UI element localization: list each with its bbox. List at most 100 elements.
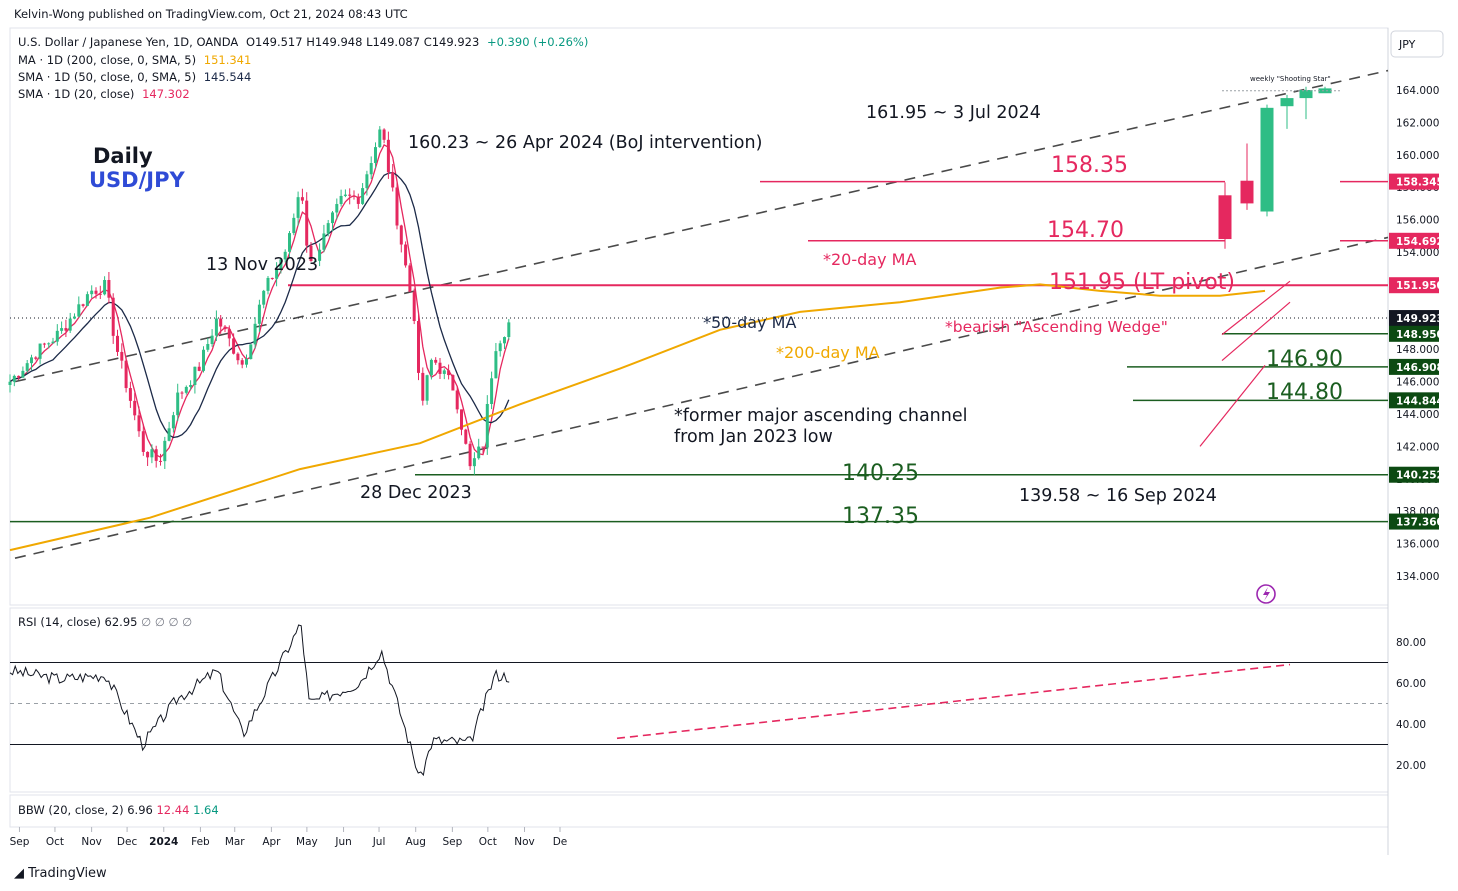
ma50-line: [9, 171, 510, 439]
candle-body: [245, 359, 248, 365]
currency-button[interactable]: [1390, 30, 1444, 58]
candle-body: [305, 200, 309, 246]
wedge-upper-line: [1221, 280, 1291, 336]
rsi-legend-extra: ∅ ∅ ∅ ∅: [141, 615, 193, 629]
candle-body: [468, 443, 472, 467]
time-tick-label: Jul: [372, 836, 386, 848]
price-tick-label: 146.000: [1396, 377, 1439, 389]
candle-body: [163, 440, 167, 462]
ma200-legend-value: 151.341: [203, 53, 252, 67]
candle-body: [8, 381, 12, 385]
candle-body: [249, 344, 253, 360]
candle-body: [326, 223, 330, 234]
candle-body: [146, 451, 150, 458]
rsi-tick-label: 80.00: [1396, 637, 1426, 649]
time-tick-label: Oct: [46, 836, 64, 848]
time-tick-label: Nov: [81, 836, 102, 848]
time-tick-label: Aug: [405, 836, 426, 848]
chart-annotation: *bearish "Ascending Wedge": [945, 318, 1168, 336]
rsi-tick-label: 20.00: [1396, 760, 1426, 772]
candle-body: [223, 326, 227, 330]
candle-body: [154, 449, 158, 461]
ma200-legend-label: MA · 1D (200, close, 0, SMA, 5): [18, 53, 197, 67]
candle-body: [382, 129, 386, 140]
candle-body: [25, 363, 29, 371]
candle-body: [391, 172, 395, 188]
candle-body: [309, 245, 313, 261]
bbw-legend-value-1: 6.96: [127, 803, 153, 817]
candle-body: [184, 386, 188, 393]
chart-annotation: USD/JPY: [89, 168, 185, 192]
candle-body: [21, 370, 25, 378]
chart-annotation: from Jan 2023 low: [674, 427, 833, 447]
price-axis-tag-label: 146.908: [1396, 362, 1444, 374]
weekly-candle-body: [1299, 90, 1313, 99]
price-axis-tag: [1389, 173, 1439, 190]
candle-body: [257, 304, 261, 324]
lightning-icon[interactable]: [1256, 584, 1276, 604]
candle-body: [159, 460, 162, 462]
time-tick-label: Dec: [117, 836, 138, 848]
candle-body: [464, 429, 468, 444]
candle-body: [47, 343, 51, 345]
ohlc-low: L149.087: [366, 35, 421, 49]
candle-body: [55, 330, 59, 342]
price-tick-label: 142.000: [1396, 441, 1439, 453]
candle-body: [176, 392, 180, 416]
candle-body: [60, 328, 64, 331]
candle-body: [331, 212, 334, 224]
chart-annotation: *200-day MA: [776, 343, 880, 362]
price-axis-tag: [1389, 310, 1439, 327]
weekly-candle-body: [1318, 88, 1332, 94]
candle-body: [253, 323, 257, 345]
tradingview-footer[interactable]: ◢ TradingView: [14, 866, 107, 881]
price-axis-tag: [1389, 325, 1439, 342]
candle-body: [429, 359, 433, 376]
price-axis-tag: [1389, 277, 1439, 294]
candle-body: [296, 197, 300, 218]
weekly-candle-body: [1280, 98, 1294, 107]
candle-body: [434, 359, 438, 363]
rsi-trend-line: [616, 663, 1291, 740]
candle-body: [288, 233, 291, 252]
price-axis-tag: [1389, 466, 1439, 483]
time-tick-label: Sep: [10, 836, 30, 848]
candle-body: [369, 163, 373, 175]
time-tick-label: Feb: [191, 836, 210, 848]
price-tick-label: 160.000: [1396, 150, 1439, 162]
candle-body: [128, 388, 132, 401]
channel-lower-line: [14, 236, 1389, 559]
sma50-legend: SMA · 1D (50, close, 0, SMA, 5) 145.544: [18, 70, 255, 84]
price-axis-tag: [1389, 513, 1439, 530]
candle-body: [116, 335, 119, 352]
candle-body: [38, 343, 42, 359]
ohlc-high: H149.948: [306, 35, 363, 49]
price-tick-label: 162.000: [1396, 117, 1439, 129]
rsi-legend: RSI (14, close) 62.95 ∅ ∅ ∅ ∅: [18, 615, 192, 629]
axis-layer: 164.000162.000160.000158.000156.000154.0…: [10, 85, 1449, 848]
candle-body: [202, 349, 205, 371]
candle-body: [477, 446, 481, 459]
candle-body: [374, 147, 377, 164]
time-tick-label: Nov: [514, 836, 535, 848]
candle-body: [507, 322, 511, 338]
candle-layer: [8, 86, 1332, 475]
level-value-label: 137.35: [842, 504, 919, 529]
candle-body: [51, 341, 55, 344]
candle-body: [275, 268, 279, 279]
time-tick-label: Sep: [442, 836, 462, 848]
time-tick-label: Mar: [225, 836, 245, 848]
candle-body: [85, 294, 89, 306]
candle-body: [494, 351, 498, 379]
bbw-legend-value-2: 12.44: [156, 803, 190, 817]
sma50-legend-value: 145.544: [203, 70, 252, 84]
tradingview-logo-icon: ◢: [14, 866, 24, 881]
price-tick-label: 154.000: [1396, 247, 1439, 259]
currency-button-label[interactable]: JPY: [1398, 38, 1416, 51]
level-value-label: 154.70: [1047, 218, 1124, 243]
candle-body: [425, 375, 429, 401]
candle-body: [262, 290, 266, 305]
ohlc-close: C149.923: [423, 35, 480, 49]
weekly-candle-body: [1218, 195, 1232, 240]
